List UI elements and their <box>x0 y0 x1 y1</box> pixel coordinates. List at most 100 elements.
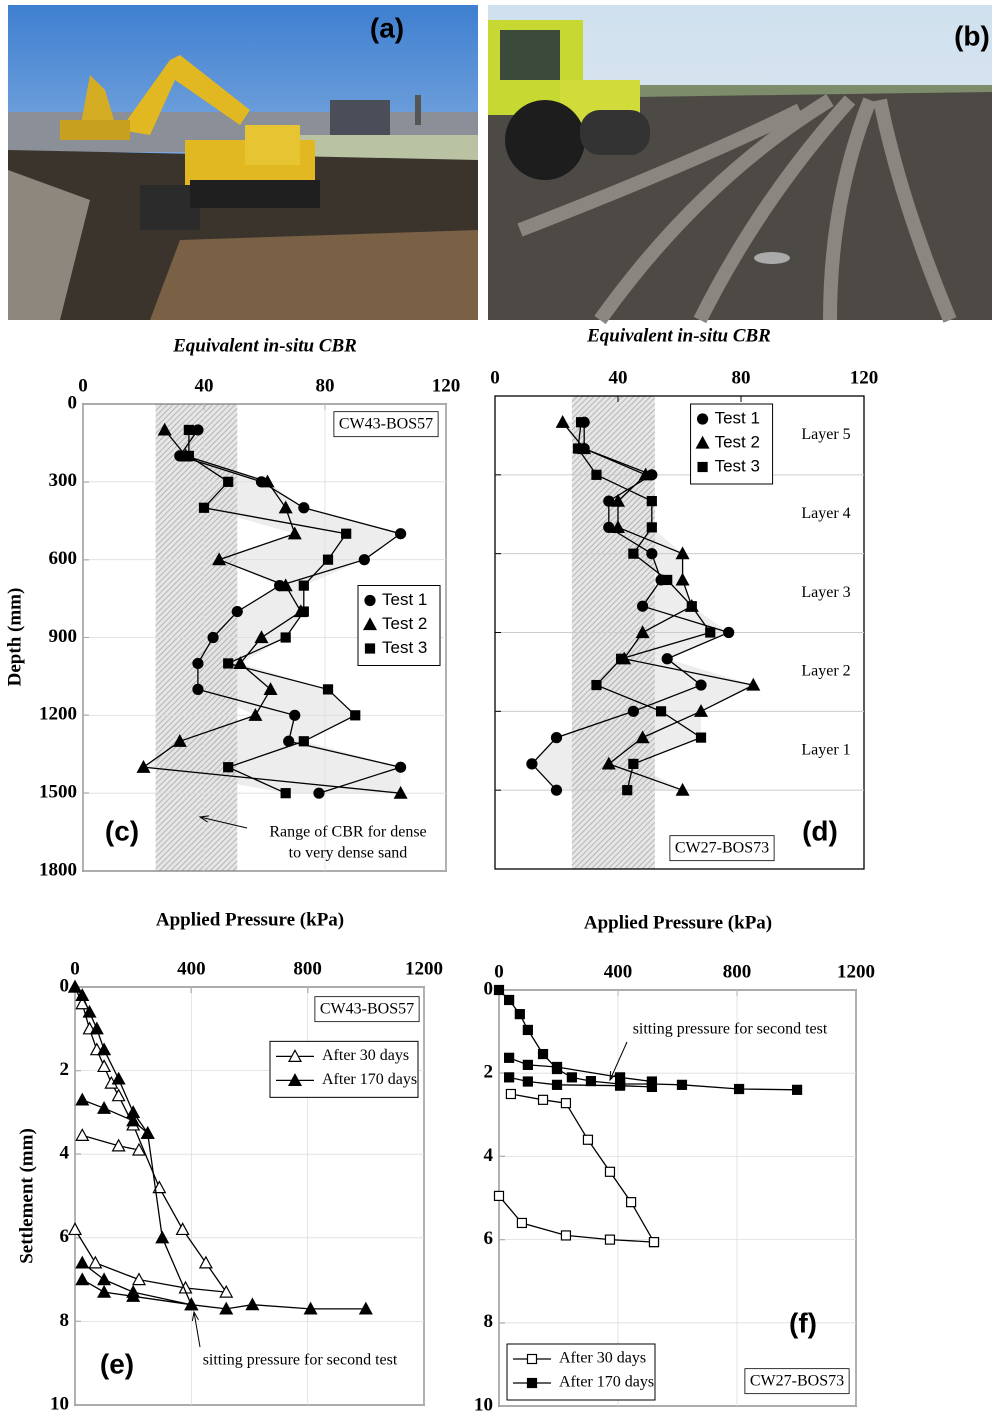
marker <box>523 1077 532 1086</box>
y-tick-label: 10 <box>474 1394 493 1414</box>
axis-title: Equivalent in-situ CBR <box>172 335 357 356</box>
figure: (a) (b) 040801200300600900120015001800Eq… <box>0 0 992 1414</box>
marker <box>299 737 308 746</box>
marker <box>290 710 300 720</box>
x-tick-label: 800 <box>723 961 752 982</box>
marker <box>299 503 309 513</box>
y-axis-label: Settlement (mm) <box>16 1128 37 1264</box>
marker <box>98 1060 110 1071</box>
x-tick-label: 0 <box>70 958 80 979</box>
marker <box>193 658 203 668</box>
marker <box>232 607 242 617</box>
marker <box>324 555 333 564</box>
marker <box>76 1274 88 1285</box>
x-tick-label: 400 <box>177 958 206 979</box>
box-label: CW27-BOS73 <box>675 840 769 857</box>
y-tick-label: 0 <box>484 978 494 999</box>
photo-a <box>8 5 478 320</box>
legend-label: Test 3 <box>715 456 760 475</box>
layer-label: Layer 5 <box>801 426 850 443</box>
y-tick-label: 8 <box>60 1310 70 1331</box>
marker <box>553 1080 562 1089</box>
y-tick-label: 6 <box>484 1228 494 1249</box>
x-tick-label: 80 <box>732 367 751 388</box>
legend-label: After 30 days <box>559 1350 646 1367</box>
marker <box>557 416 569 427</box>
marker <box>98 1102 110 1113</box>
legend-label: Test 2 <box>715 432 760 451</box>
marker <box>567 1073 576 1082</box>
legend-label: After 170 days <box>559 1374 654 1391</box>
marker <box>561 1231 570 1240</box>
marker <box>528 1355 537 1364</box>
marker <box>706 628 715 637</box>
layer-label: Layer 1 <box>801 741 850 758</box>
legend-marker <box>698 414 708 424</box>
marker <box>200 1257 212 1268</box>
marker <box>76 1257 88 1268</box>
y-tick-label: 4 <box>484 1145 494 1166</box>
marker <box>647 523 656 532</box>
layer-label: Layer 2 <box>801 663 850 680</box>
axis-title: Applied Pressure (kPa) <box>584 912 772 933</box>
marker <box>638 601 648 611</box>
layer-label: Layer 4 <box>801 505 850 522</box>
y-tick-label: 6 <box>60 1226 70 1247</box>
marker <box>515 1010 524 1019</box>
x-tick-label: 1200 <box>405 958 443 979</box>
x-tick-label: 120 <box>432 375 461 396</box>
x-tick-label: 1200 <box>837 961 875 982</box>
y-tick-label: 2 <box>484 1062 494 1083</box>
legend-marker <box>365 596 375 606</box>
annotation: sitting pressure for second test <box>203 1352 398 1369</box>
marker <box>528 1379 537 1388</box>
marker <box>98 1274 110 1285</box>
marker <box>351 711 360 720</box>
marker <box>281 789 290 798</box>
marker <box>697 733 706 742</box>
marker <box>184 425 193 434</box>
x-tick-label: 40 <box>195 375 214 396</box>
marker <box>200 503 209 512</box>
marker <box>628 706 638 716</box>
marker <box>586 1077 595 1086</box>
legend-label: Test 1 <box>382 590 427 609</box>
marker <box>647 549 657 559</box>
legend-marker <box>366 644 375 653</box>
marker <box>224 763 233 772</box>
marker <box>396 762 406 772</box>
marker <box>342 529 351 538</box>
legend-label: Test 2 <box>382 614 427 633</box>
marker <box>193 425 203 435</box>
y-tick-label: 1500 <box>39 782 77 803</box>
marker <box>583 1135 592 1144</box>
panel-label: (f) <box>789 1307 817 1338</box>
marker <box>505 995 514 1004</box>
marker <box>553 1062 562 1071</box>
y-tick-label: 0 <box>68 392 78 413</box>
marker <box>495 986 504 995</box>
marker <box>574 444 583 453</box>
legend-label: After 170 days <box>322 1071 417 1088</box>
axis-title: Equivalent in-situ CBR <box>586 325 771 346</box>
marker <box>89 1257 101 1268</box>
y-tick-label: 8 <box>484 1311 494 1332</box>
legend-label: Test 3 <box>382 638 427 657</box>
x-tick-label: 80 <box>316 375 335 396</box>
marker <box>76 1094 88 1105</box>
y-tick-label: 1800 <box>39 859 77 880</box>
band-note: to very dense sand <box>289 845 408 862</box>
marker <box>299 607 308 616</box>
x-tick-label: 800 <box>293 958 322 979</box>
marker <box>495 1191 504 1200</box>
marker <box>177 1223 189 1234</box>
marker <box>539 1050 548 1059</box>
page: (a) (b) 040801200300600900120015001800Eq… <box>0 0 992 1414</box>
annotation: sitting pressure for second test <box>633 1021 828 1038</box>
marker <box>76 1129 88 1140</box>
marker <box>592 470 601 479</box>
marker <box>616 1081 625 1090</box>
y-tick-label: 900 <box>49 626 78 647</box>
marker <box>627 1198 636 1207</box>
marker <box>605 1167 614 1176</box>
